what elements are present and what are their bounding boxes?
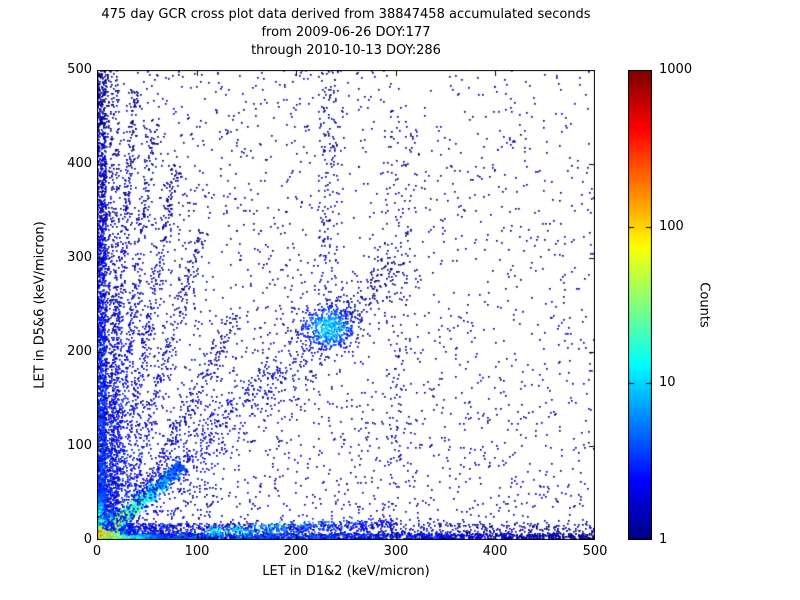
title-line-3: through 2010-10-13 DOY:286: [251, 43, 441, 58]
x-tick-label: 0: [92, 544, 102, 559]
x-tick-label: 300: [383, 544, 409, 559]
colorbar-tick-label: 1000: [659, 62, 693, 77]
x-tick-label: 200: [283, 544, 309, 559]
colorbar: [628, 70, 652, 544]
y-tick-label: 100: [67, 438, 92, 453]
y-axis-label: LET in D5&6 (keV/micron): [32, 221, 48, 389]
y-tick-label: 0: [83, 532, 92, 547]
x-tick-label: 400: [482, 544, 508, 559]
y-tick-label: 300: [67, 250, 92, 265]
y-tick-label: 200: [67, 344, 92, 359]
colorbar-tick-label: 100: [659, 219, 684, 234]
x-tick-label: 500: [582, 544, 608, 559]
colorbar-tick-label: 1: [659, 532, 668, 547]
colorbar-axis-label: Counts: [696, 282, 712, 328]
title-line-1: 475 day GCR cross plot data derived from…: [101, 7, 591, 22]
chart-title: 475 day GCR cross plot data derived from…: [97, 6, 595, 60]
colorbar-tick-label: 10: [659, 375, 676, 390]
x-tick-label: 100: [184, 544, 210, 559]
x-axis-label: LET in D1&2 (keV/micron): [262, 564, 430, 579]
scatter-canvas: [97, 70, 595, 540]
colorbar-canvas: [628, 70, 652, 540]
y-tick-label: 400: [67, 156, 92, 171]
plot-area: [97, 70, 595, 540]
title-line-2: from 2009-06-26 DOY:177: [261, 25, 431, 40]
y-tick-label: 500: [67, 62, 92, 77]
